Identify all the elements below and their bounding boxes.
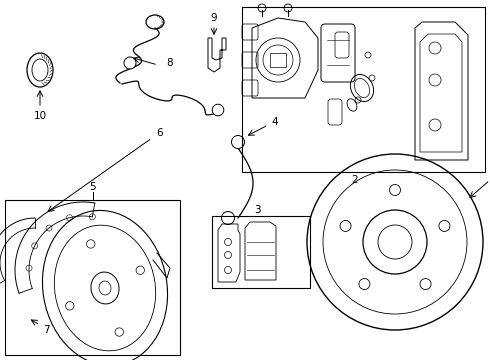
Bar bbox=[242, 7, 485, 172]
Bar bbox=[5, 200, 180, 355]
Text: 10: 10 bbox=[33, 111, 47, 121]
Bar bbox=[212, 216, 310, 288]
Text: 8: 8 bbox=[167, 58, 173, 68]
Text: 6: 6 bbox=[157, 128, 163, 138]
Circle shape bbox=[359, 279, 370, 289]
Circle shape bbox=[221, 211, 235, 225]
Text: 2: 2 bbox=[352, 175, 358, 185]
Circle shape bbox=[439, 220, 450, 231]
Text: 4: 4 bbox=[271, 117, 278, 127]
Circle shape bbox=[87, 240, 95, 248]
Circle shape bbox=[340, 220, 351, 231]
Circle shape bbox=[115, 328, 123, 336]
Bar bbox=[270, 53, 286, 67]
Text: 5: 5 bbox=[90, 182, 97, 192]
Circle shape bbox=[212, 104, 224, 116]
Circle shape bbox=[66, 302, 74, 310]
Text: 9: 9 bbox=[211, 13, 217, 23]
Circle shape bbox=[420, 279, 431, 289]
Circle shape bbox=[124, 57, 136, 69]
Circle shape bbox=[231, 135, 245, 148]
Circle shape bbox=[136, 266, 145, 274]
Circle shape bbox=[390, 184, 400, 195]
Text: 3: 3 bbox=[254, 205, 260, 215]
Text: 7: 7 bbox=[43, 325, 49, 335]
